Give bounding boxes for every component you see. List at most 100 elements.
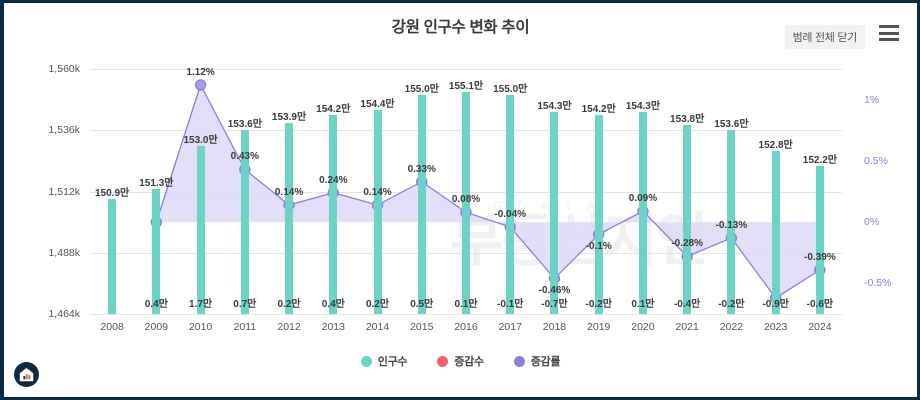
x-axis-tick: 2012	[277, 321, 301, 333]
x-axis-tick: 2016	[454, 321, 478, 333]
population-label-2016: 155.1만	[448, 80, 484, 92]
legend-dot-icon	[513, 355, 525, 367]
delta-label-2010: 1.7만	[189, 299, 213, 310]
legend-toggle-button[interactable]: 범례 전체 닫기	[784, 25, 865, 49]
x-axis-tick: 2023	[763, 321, 788, 333]
chart-plot-area: B I G D A T A 부동산지인 1,464k1,488k1,512k1,…	[48, 63, 891, 333]
population-label-2013: 154.2만	[316, 103, 351, 115]
rate-label-2013: 0.24%	[319, 174, 348, 186]
delta-label-2022: -0.2만	[718, 299, 745, 310]
delta-label-2020: 0.1만	[631, 299, 655, 310]
x-axis-tick: 2010	[188, 321, 213, 333]
delta-label-2012: 0.2만	[277, 299, 301, 310]
chart-legend: 인구수 증감수 증감률	[4, 353, 917, 369]
y-axis-left-tick: 1,512k	[48, 185, 80, 198]
delta-label-2023: -0.9만	[762, 299, 789, 310]
y-axis-left-tick: 1,464k	[48, 308, 80, 320]
x-axis-tick: 2011	[233, 321, 257, 333]
population-label-2023: 152.8만	[758, 139, 793, 151]
y-axis-right-tick: 0%	[864, 216, 880, 229]
rate-label-2019: -0.1%	[585, 241, 612, 253]
legend-label: 증감수	[454, 356, 484, 368]
gridline	[90, 69, 842, 70]
x-axis-tick: 2021	[675, 321, 699, 333]
population-label-2017: 155.0만	[493, 83, 528, 95]
population-label-2018: 154.3만	[537, 101, 572, 113]
y-axis-left-tick: 1,536k	[48, 124, 80, 137]
bar-2010[interactable]	[196, 145, 205, 314]
rate-label-2016: 0.08%	[451, 194, 481, 206]
x-axis-tick: 2015	[410, 321, 434, 333]
bar-2008[interactable]	[108, 199, 117, 314]
delta-label-2018: -0.7만	[541, 299, 568, 310]
bar-2020[interactable]	[638, 112, 647, 314]
delta-label-2017: -0.1만	[497, 299, 524, 310]
delta-label-2009: 0.4만	[144, 299, 168, 310]
bar-2014[interactable]	[373, 109, 382, 314]
rate-label-2021: -0.28%	[671, 238, 704, 250]
rate-label-2012: 0.14%	[274, 186, 304, 198]
legend-dot-icon	[360, 355, 372, 367]
bar-2012[interactable]	[285, 122, 294, 314]
population-label-2015: 155.0만	[404, 83, 439, 95]
delta-label-2016: 0.1만	[454, 299, 478, 310]
page-title: 강원 인구수 변화 추이	[391, 19, 530, 36]
hamburger-icon[interactable]	[879, 25, 899, 41]
population-label-2009: 151.3만	[139, 177, 174, 189]
x-axis-tick: 2009	[144, 321, 169, 333]
population-label-2024: 152.2만	[802, 154, 837, 166]
bar-2022[interactable]	[727, 130, 736, 314]
population-label-2012: 153.9만	[271, 111, 307, 123]
population-label-2021: 153.8만	[670, 114, 705, 126]
population-label-2011: 153.6만	[227, 119, 262, 131]
x-axis-tick: 2020	[631, 321, 655, 333]
legend-label: 인구수	[377, 356, 408, 368]
y-axis-right-tick: 1%	[864, 93, 880, 106]
population-label-2022: 153.6만	[714, 119, 749, 131]
delta-label-2015: 0.5만	[410, 299, 434, 310]
delta-label-2014: 0.2만	[365, 299, 390, 310]
population-label-2010: 153.0만	[183, 134, 218, 146]
bar-2013[interactable]	[329, 114, 338, 314]
legend-item-0[interactable]: 인구수	[360, 353, 408, 369]
bar-2023[interactable]	[771, 150, 780, 314]
legend-label: 증감률	[530, 356, 561, 368]
x-axis-tick: 2022	[719, 321, 744, 333]
x-axis-tick: 2013	[321, 321, 345, 333]
rate-label-2024: -0.39%	[804, 251, 836, 263]
rate-label-2017: -0.04%	[494, 209, 527, 221]
bar-2018[interactable]	[550, 112, 559, 314]
gridline	[90, 314, 842, 315]
delta-label-2011: 0.7만	[233, 299, 257, 310]
bar-2015[interactable]	[417, 94, 426, 314]
bar-2021[interactable]	[683, 125, 692, 314]
population-label-2020: 154.3만	[625, 101, 661, 113]
rate-label-2022: -0.13%	[715, 220, 748, 232]
rate-label-2020: 0.09%	[628, 193, 658, 205]
population-label-2008: 150.9만	[94, 188, 130, 200]
rate-label-2011: 0.43%	[230, 151, 259, 163]
y-axis-left-tick: 1,488k	[48, 246, 80, 259]
delta-label-2019: -0.2만	[585, 299, 612, 310]
bar-2011[interactable]	[240, 130, 249, 314]
rate-line	[155, 83, 821, 299]
rate-label-2010: 1.12%	[186, 66, 215, 78]
delta-label-2024: -0.6만	[806, 299, 834, 310]
x-axis-tick: 2019	[587, 321, 611, 333]
bar-2019[interactable]	[594, 114, 603, 314]
rate-marker-2010[interactable]	[194, 79, 207, 91]
delta-label-2021: -0.4만	[673, 299, 701, 310]
bar-2009[interactable]	[152, 188, 161, 314]
bar-2016[interactable]	[462, 91, 470, 314]
bar-2017[interactable]	[506, 94, 515, 314]
bar-2024[interactable]	[815, 165, 824, 314]
home-icon	[19, 367, 34, 382]
x-axis-tick: 2017	[498, 321, 522, 333]
legend-item-1[interactable]: 증감수	[437, 353, 484, 369]
x-axis-tick: 2018	[542, 321, 567, 333]
rate-label-2018: -0.46%	[538, 285, 571, 297]
legend-item-2[interactable]: 증감률	[513, 353, 561, 369]
y-axis-right-tick: -0.5%	[864, 277, 892, 290]
home-chart-logo[interactable]	[14, 362, 39, 387]
